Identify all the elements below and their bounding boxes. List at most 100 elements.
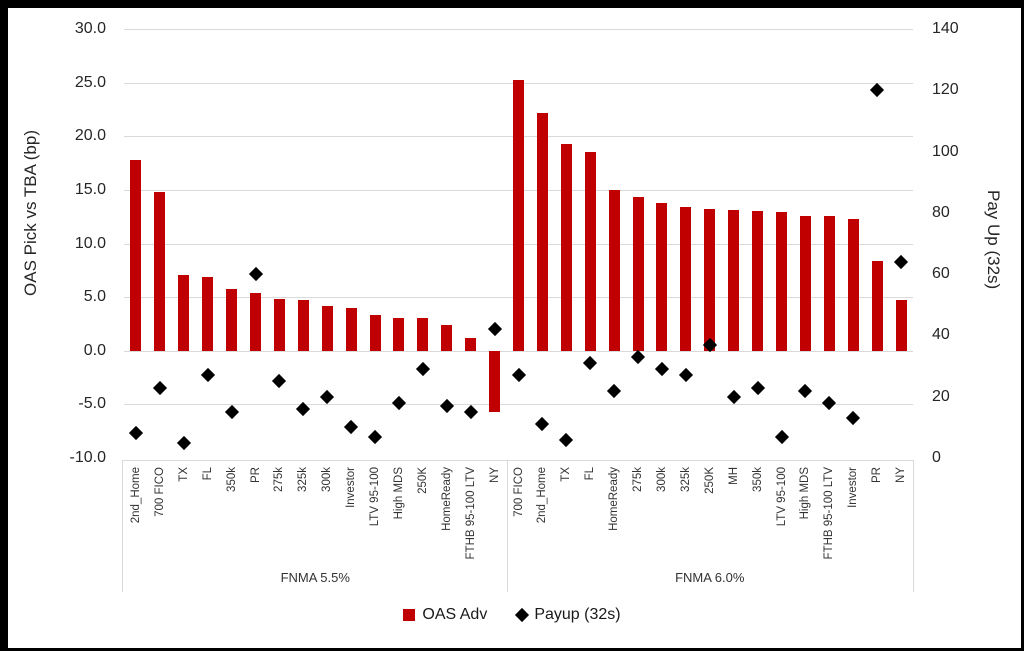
bar [178,274,190,351]
payup-marker [320,389,335,404]
category-label: NY [895,467,908,483]
category-label: NY [488,467,501,483]
bar [680,207,692,351]
bar [441,325,453,351]
payup-marker [535,417,550,432]
bar [871,260,883,351]
payup-marker [750,380,765,395]
category-label: HomeReady [440,467,453,531]
right-axis-title: Pay Up (32s) [984,190,1003,290]
left-axis-tick-label: 10.0 [74,234,106,252]
bar [752,211,764,351]
gridline [124,29,913,30]
left-axis-tick-label: 15.0 [74,180,106,198]
bar [895,300,907,351]
left-axis-tick-label: 20.0 [74,127,106,145]
category-label: FTHB 95-100 LTV [464,467,477,560]
payup-marker [344,420,359,435]
right-axis-tick-label: 60 [932,265,950,283]
payup-marker [176,435,191,450]
payup-marker [678,368,693,383]
category-label: 700 FICO [153,467,166,517]
left-axis-tick-label: 5.0 [83,288,106,306]
category-label: 350k [751,467,764,492]
left-axis-tick-label: 0.0 [83,341,106,359]
bar [847,218,859,351]
right-axis-tick-label: 120 [932,81,959,99]
category-label: 300k [655,467,668,492]
bar [465,337,477,351]
payup-marker [893,254,909,269]
right-axis-tick-label: 0 [932,449,941,466]
bar [393,317,405,351]
right-axis-tick-label: 140 [932,20,959,37]
bar [202,276,214,351]
bar [632,197,644,351]
bar [154,192,166,351]
left-axis-tick-label: 25.0 [74,73,106,91]
payup-marker [583,355,598,371]
category-label: 700 FICO [512,467,525,517]
bar [584,152,596,351]
group-label: FNMA 6.0% [675,570,745,585]
bar [656,202,668,351]
right-axis-tick-label: 20 [932,387,950,405]
bar [513,80,524,351]
payup-marker [152,380,167,395]
group-separator-line [913,460,914,592]
payup-marker [630,349,646,364]
category-label: FL [584,467,597,481]
category-label: Investor [345,467,358,508]
payup-marker [511,368,526,383]
group-separator-line [506,460,508,592]
payup-marker [128,426,144,441]
group-label: FNMA 5.5% [280,570,350,585]
category-label: 2nd_Home [129,467,142,524]
category-label: HomeReady [608,467,621,531]
category-label: LTV 95-100 [369,467,382,527]
payup-marker [200,368,215,383]
payup-marker [726,389,741,404]
payup-marker [822,395,837,410]
left-axis-title: OAS Pick vs TBA (bp) [21,130,40,296]
payup-marker [248,267,263,282]
payup-marker [607,383,622,398]
category-label: 350k [225,467,238,492]
bar [560,143,572,351]
bar [321,305,333,351]
payup-marker [559,432,574,447]
category-label: LTV 95-100 [775,467,788,527]
category-label: MH [727,467,740,485]
category-label: PR [871,467,884,483]
bar [130,159,142,351]
category-label: 300k [321,467,334,492]
bar [226,288,238,351]
category-label: High MDS [799,467,812,520]
group-separator-line [122,460,123,592]
payup-marker [439,398,454,413]
bar [273,299,285,351]
bar [704,209,716,351]
payup-marker [487,322,502,337]
category-label: FTHB 95-100 LTV [823,467,836,560]
category-label: 275k [273,467,286,492]
legend: OAS Adv Payup (32s) [0,606,1024,624]
right-axis-tick-label: 100 [932,142,959,160]
legend-label: Payup (32s) [534,606,621,623]
bar [489,350,501,412]
legend-label: OAS Adv [422,606,488,623]
gridline [124,350,913,352]
category-label: 250K [703,467,716,494]
left-axis-tick-label: -5.0 [78,395,106,413]
bar-swatch-icon [403,609,416,621]
bar [297,300,309,351]
bar [608,189,620,351]
category-label: 250K [416,467,429,494]
category-label: 325k [679,467,692,492]
category-label: PR [249,467,262,483]
bar [250,292,261,351]
bar [536,112,548,351]
payup-marker [798,383,813,398]
